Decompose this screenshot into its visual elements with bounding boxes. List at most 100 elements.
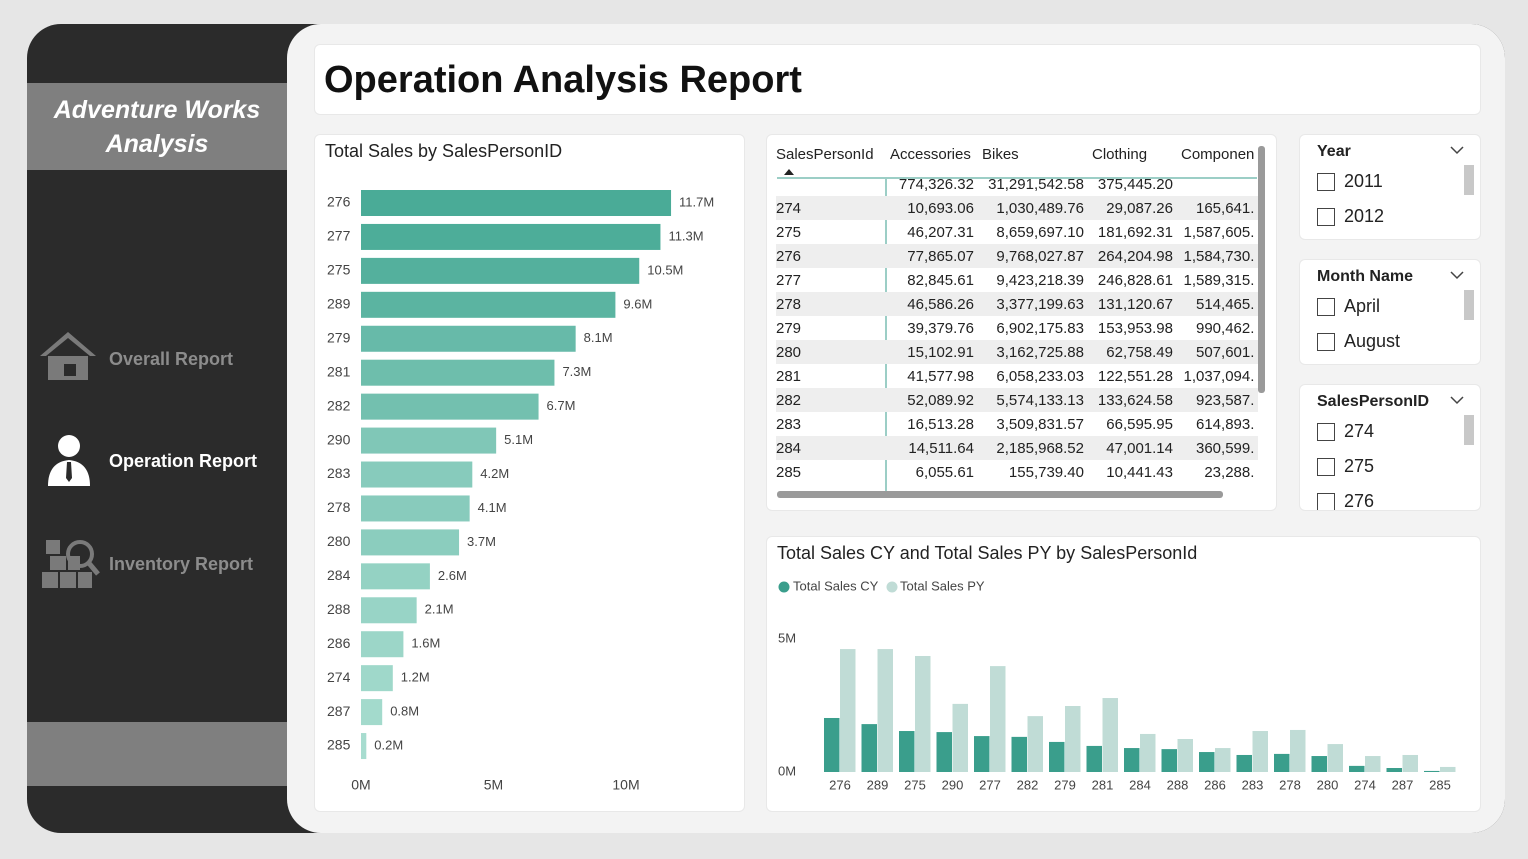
table-decor — [777, 146, 1265, 498]
table-cell: 285 — [776, 463, 802, 481]
bar — [361, 427, 497, 454]
sidebar-title: Adventure Works Analysis — [53, 95, 261, 158]
dropdown-chevron[interactable] — [1450, 145, 1464, 155]
bar — [1124, 748, 1140, 772]
y-tick-label: 279 — [327, 329, 351, 345]
checkbox — [1317, 207, 1335, 226]
table-cell: 181,692.31 — [1097, 223, 1173, 241]
bar — [1140, 733, 1156, 772]
h-scrollbar[interactable] — [777, 491, 1223, 498]
data-label: 11.7M — [679, 194, 714, 209]
bar — [361, 597, 417, 624]
nav-item[interactable]: Inventory Report — [109, 554, 254, 574]
slicer-item[interactable]: April — [1317, 296, 1380, 317]
table-row: 281 41,577.98 6,058,233.03 122,551.28 1,037,… — [776, 364, 1258, 388]
bar — [974, 736, 990, 772]
bar — [361, 665, 393, 692]
y-tick-label: 0M — [778, 763, 796, 778]
bar — [361, 461, 473, 488]
table-cell: 10,693.06 — [907, 199, 974, 217]
table-cell: 155,739.40 — [1008, 463, 1084, 481]
dropdown-chevron[interactable] — [1450, 395, 1464, 405]
table-card: SalesPersonId Accessories Bikes Clothing Com… — [766, 134, 1277, 511]
bar — [1386, 768, 1402, 772]
table-cell: 1,589,315. — [1183, 271, 1255, 289]
table-cell: 14,511.64 — [908, 439, 974, 457]
bar — [915, 655, 931, 772]
table-cell: 41,577.98 — [907, 367, 974, 385]
dropdown-chevron[interactable] — [1450, 270, 1464, 280]
table-cell: 9,768,027.87 — [996, 247, 1084, 265]
header-card: Operation Analysis Report — [314, 44, 1481, 115]
table-cell: 276 — [776, 247, 802, 265]
x-tick-label: 290 — [942, 777, 964, 792]
table-cell: 82,845.61 — [907, 271, 974, 289]
table-cell: 279 — [776, 319, 802, 337]
sidebar-footer — [27, 722, 287, 786]
bar — [361, 325, 576, 352]
table-cell: 6,902,175.83 — [996, 319, 1084, 337]
slicer-item[interactable]: 275 — [1317, 456, 1374, 477]
x-tick-label: 277 — [979, 777, 1001, 792]
table-row: 278 46,586.26 3,377,199.63 131,120.67 514,46… — [776, 292, 1259, 316]
bar — [1065, 706, 1081, 772]
bar — [899, 731, 915, 772]
table-cell: 280 — [776, 343, 802, 361]
slicer-item[interactable]: 276 — [1317, 491, 1375, 511]
y-tick-label: 280 — [327, 533, 351, 549]
slicer-item[interactable]: 2011 — [1317, 171, 1383, 192]
bar — [1199, 752, 1215, 772]
nav-icons — [40, 332, 100, 588]
bar — [1311, 756, 1327, 772]
table-cell: 62,758.49 — [1106, 343, 1173, 361]
data-label: 7.3M — [562, 364, 591, 379]
slicer: SalesPersonID 274 275 276 — [1299, 384, 1481, 511]
legend-label: Total Sales PY — [900, 578, 985, 593]
bar — [361, 291, 616, 318]
slicer-item[interactable]: 274 — [1317, 421, 1374, 442]
scrollbar — [1464, 415, 1474, 445]
slicer-item-label: 276 — [1344, 491, 1375, 511]
y-tick-label: 286 — [327, 635, 351, 651]
legend-marker — [778, 581, 790, 593]
bar — [361, 257, 640, 284]
table-cell — [1177, 172, 1258, 196]
data-label: 3.7M — [467, 534, 496, 549]
slicer-item[interactable]: 2012 — [1317, 206, 1384, 227]
bar — [936, 732, 952, 772]
bar — [1252, 731, 1268, 772]
y-tick-label: 274 — [327, 669, 351, 685]
data-label: 1.2M — [401, 670, 430, 685]
table-cell: 165,641. — [1196, 199, 1255, 217]
table-cell: 77,865.07 — [907, 247, 974, 265]
slicer-item[interactable]: August — [1317, 331, 1400, 352]
table-cell: 15,102.91 — [907, 343, 974, 361]
data-label: 1.6M — [411, 636, 440, 651]
data-label: 6.7M — [547, 398, 576, 413]
y-tick-label: 282 — [327, 397, 351, 413]
bar — [1236, 754, 1252, 772]
slicer-item-label: 2012 — [1344, 206, 1385, 226]
chevron — [1450, 396, 1464, 405]
table-cell: 10,441.43 — [1106, 463, 1173, 481]
nav-item[interactable]: Operation Report — [109, 451, 258, 471]
bar — [1327, 744, 1343, 772]
nav-item[interactable]: Overall Report — [109, 349, 234, 369]
table-cell: 264,204.98 — [1097, 247, 1173, 265]
data-label: 4.1M — [478, 500, 507, 515]
table-cell: 47,001.14 — [1106, 439, 1173, 457]
data-label: 4.2M — [480, 466, 509, 481]
y-tick-label: 285 — [327, 737, 351, 753]
table-cell: 923,587. — [1196, 391, 1255, 409]
table-cell: 5,574,133.13 — [996, 391, 1084, 409]
legend-marker — [886, 581, 898, 593]
x-tick-label: 278 — [1279, 777, 1301, 792]
bar — [1274, 753, 1290, 772]
table-cell: 360,599. — [1196, 439, 1255, 457]
table-cell: 16,513.28 — [907, 415, 974, 433]
x-tick-label: 276 — [829, 777, 851, 792]
y-tick-label: 284 — [327, 567, 351, 583]
slicer-title: Month Name — [1317, 268, 1413, 285]
v-scrollbar[interactable] — [1258, 146, 1265, 393]
table-cell: 282 — [776, 391, 802, 409]
